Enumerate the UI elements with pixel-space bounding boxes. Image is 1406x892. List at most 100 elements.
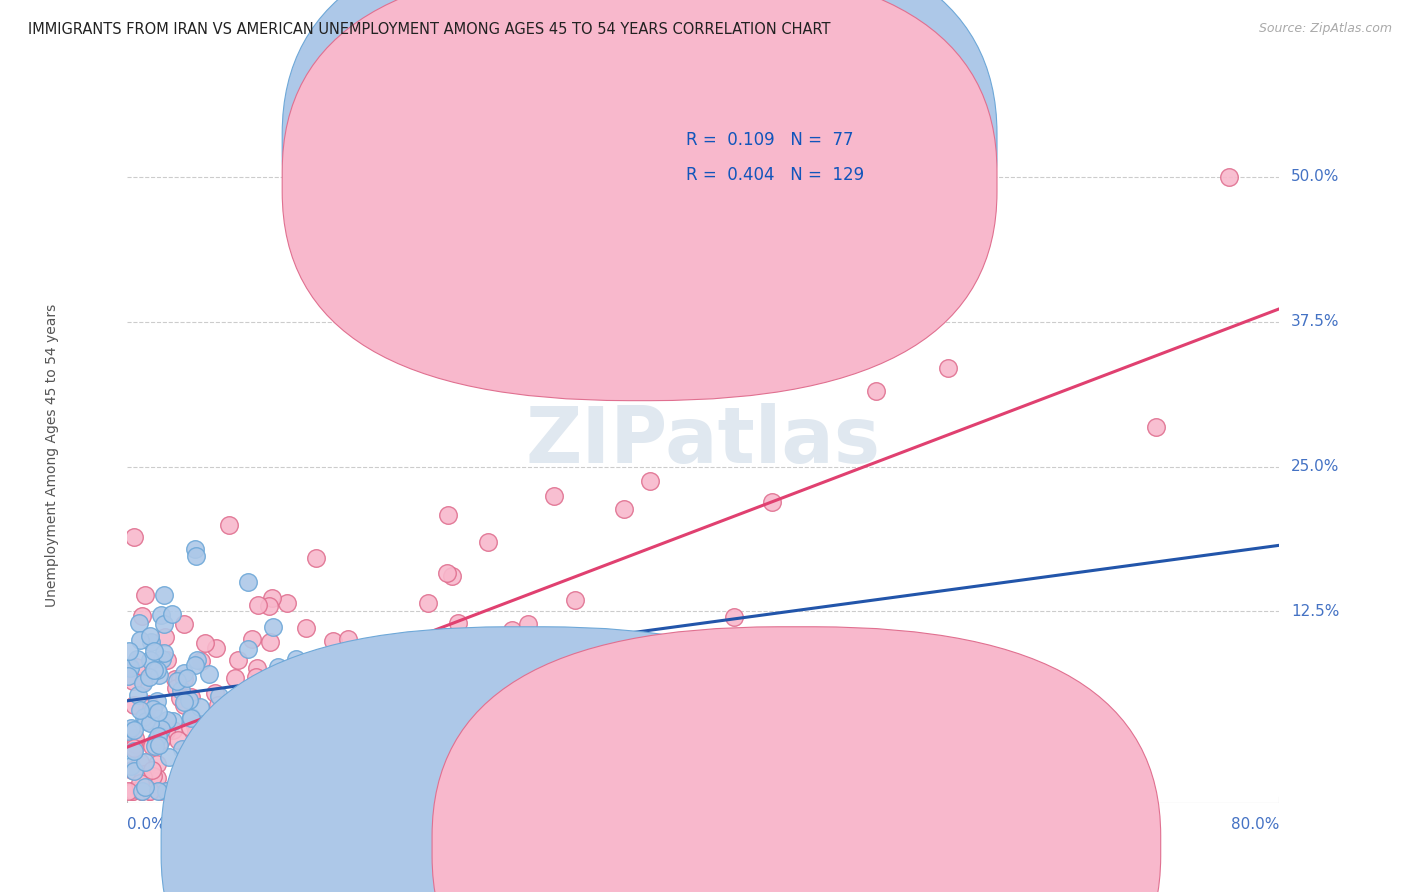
Point bbox=[149, 784, 172, 798]
Point bbox=[129, 784, 152, 798]
Point bbox=[361, 657, 384, 672]
Point bbox=[865, 384, 887, 398]
Point bbox=[180, 690, 202, 704]
Point bbox=[149, 723, 172, 737]
Point bbox=[180, 710, 202, 724]
Point bbox=[224, 671, 246, 685]
Text: Immigrants from Iran: Immigrants from Iran bbox=[553, 837, 730, 855]
Point bbox=[142, 644, 165, 658]
Point bbox=[270, 784, 292, 798]
Point bbox=[146, 663, 169, 677]
Point bbox=[305, 715, 328, 730]
Text: Source: ZipAtlas.com: Source: ZipAtlas.com bbox=[1258, 22, 1392, 36]
Point bbox=[537, 673, 560, 688]
Point bbox=[180, 711, 202, 725]
Point bbox=[173, 698, 195, 712]
Point bbox=[613, 501, 636, 516]
FancyBboxPatch shape bbox=[283, 0, 997, 363]
Point bbox=[516, 616, 538, 631]
Point bbox=[141, 763, 163, 777]
Point bbox=[267, 660, 290, 674]
Point bbox=[187, 763, 209, 777]
Point bbox=[173, 695, 195, 709]
Point bbox=[264, 765, 287, 780]
Point bbox=[172, 742, 194, 756]
Point bbox=[150, 608, 173, 623]
Point bbox=[138, 784, 160, 798]
Text: 37.5%: 37.5% bbox=[1291, 314, 1340, 329]
Point bbox=[127, 688, 149, 702]
Point bbox=[124, 530, 146, 544]
Point bbox=[128, 616, 150, 631]
Point bbox=[174, 690, 197, 705]
Point bbox=[240, 632, 263, 646]
Point bbox=[295, 620, 318, 634]
Point bbox=[201, 745, 224, 759]
Point bbox=[153, 616, 176, 631]
Point bbox=[207, 740, 229, 755]
Point bbox=[150, 652, 173, 666]
Point bbox=[162, 714, 184, 729]
Point bbox=[308, 733, 330, 747]
Point bbox=[208, 690, 231, 704]
Point bbox=[146, 756, 169, 771]
Point bbox=[184, 541, 207, 556]
Point bbox=[184, 718, 207, 732]
Point bbox=[368, 747, 391, 762]
Point bbox=[177, 693, 200, 707]
Point bbox=[134, 780, 156, 794]
Point bbox=[135, 714, 157, 728]
Point bbox=[207, 698, 229, 712]
Point bbox=[215, 784, 238, 798]
Point bbox=[284, 652, 307, 666]
Point bbox=[134, 755, 156, 769]
Point bbox=[484, 632, 506, 646]
Point bbox=[153, 630, 176, 644]
Point bbox=[146, 705, 169, 719]
Point bbox=[165, 672, 187, 686]
Point bbox=[138, 670, 160, 684]
Point bbox=[194, 635, 217, 649]
Point bbox=[155, 724, 177, 739]
Point bbox=[191, 741, 214, 756]
Point bbox=[131, 784, 153, 798]
Point bbox=[148, 738, 170, 752]
Point bbox=[146, 729, 169, 743]
Point bbox=[122, 784, 145, 798]
Point bbox=[129, 776, 152, 790]
Point bbox=[936, 361, 959, 376]
Point bbox=[129, 703, 152, 717]
Point bbox=[162, 723, 184, 738]
Point bbox=[145, 733, 167, 747]
Point bbox=[259, 599, 281, 613]
Point bbox=[136, 701, 159, 715]
Text: R =  0.404   N =  129: R = 0.404 N = 129 bbox=[686, 166, 863, 185]
Point bbox=[131, 609, 153, 624]
Point bbox=[131, 770, 153, 784]
Point bbox=[318, 681, 340, 696]
Point bbox=[125, 652, 148, 666]
Point bbox=[169, 691, 191, 706]
Point bbox=[638, 474, 661, 488]
Point bbox=[195, 741, 218, 756]
Point bbox=[204, 686, 226, 700]
Point bbox=[179, 691, 201, 706]
Point bbox=[190, 654, 212, 668]
Point bbox=[169, 673, 191, 687]
Point bbox=[150, 733, 173, 747]
Point bbox=[416, 597, 439, 611]
Point bbox=[131, 784, 153, 798]
Point bbox=[440, 569, 463, 583]
Point bbox=[145, 771, 167, 785]
Point bbox=[139, 716, 162, 731]
Point bbox=[173, 616, 195, 631]
FancyBboxPatch shape bbox=[162, 627, 890, 892]
Text: Americans: Americans bbox=[824, 837, 912, 855]
Point bbox=[117, 669, 139, 683]
Point bbox=[222, 772, 245, 786]
FancyBboxPatch shape bbox=[599, 107, 945, 211]
Point bbox=[122, 764, 145, 778]
Point bbox=[122, 723, 145, 738]
Point bbox=[205, 640, 228, 655]
Point bbox=[186, 653, 208, 667]
